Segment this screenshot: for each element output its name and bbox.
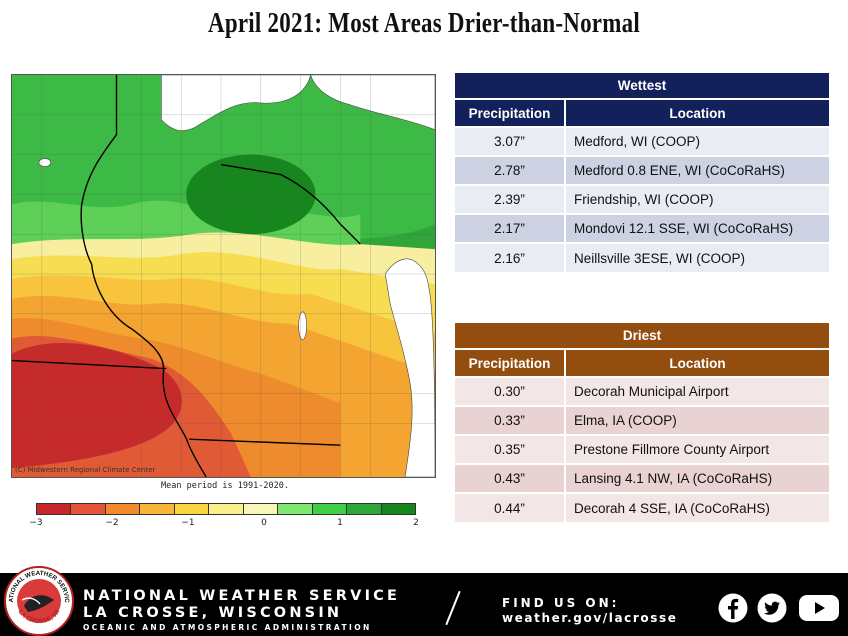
footer-bar <box>0 573 848 636</box>
precip-departure-map <box>11 74 436 478</box>
location-name: Neillsville 3ESE, WI (COOP) <box>565 242 829 272</box>
colorbar-tick-label: 2 <box>413 518 419 528</box>
youtube-icon[interactable] <box>798 593 840 623</box>
colorbar-swatch <box>347 504 382 514</box>
wettest-table: Wettest Precipitation Location 3.07” Med… <box>455 73 829 272</box>
location-name: Friendship, WI (COOP) <box>565 184 829 214</box>
table-row: 3.07” Medford, WI (COOP) <box>455 126 829 156</box>
precip-value: 2.39” <box>455 184 566 214</box>
map-credit: (C) Midwestern Regional Climate Center <box>15 466 156 474</box>
location-name: Mondovi 12.1 SSE, WI (CoCoRaHS) <box>565 213 829 243</box>
precip-value: 3.07” <box>455 126 566 156</box>
footer-parent-agency: OCEANIC AND ATMOSPHERIC ADMINISTRATION <box>83 623 372 632</box>
precip-value: 0.30” <box>455 376 566 406</box>
colorbar-swatch <box>243 504 279 514</box>
location-name: Medford 0.8 ENE, WI (CoCoRaHS) <box>565 155 829 185</box>
precip-value: 2.78” <box>455 155 566 185</box>
precip-value: 0.33” <box>455 405 566 435</box>
wettest-col-location: Location <box>565 99 829 127</box>
precip-value: 2.16” <box>455 242 566 272</box>
colorbar-labels: −3 −2 −1 0 1 2 <box>29 518 419 530</box>
colorbar-tick-label: −2 <box>105 518 119 528</box>
precip-value: 0.43” <box>455 463 566 493</box>
table-row: 0.33” Elma, IA (COOP) <box>455 405 829 435</box>
driest-col-location: Location <box>565 349 829 377</box>
precip-value: 2.17” <box>455 213 566 243</box>
location-name: Lansing 4.1 NW, IA (CoCoRaHS) <box>565 463 829 493</box>
precip-value: 0.44” <box>455 492 566 522</box>
table-row: 2.78” Medford 0.8 ENE, WI (CoCoRaHS) <box>455 155 829 185</box>
wettest-col-precip: Precipitation <box>455 99 566 127</box>
table-row: 0.35” Prestone Fillmore County Airport <box>455 434 829 464</box>
find-us-label: FIND US ON: <box>502 596 620 610</box>
website-link[interactable]: weather.gov/lacrosse <box>502 611 678 625</box>
page-title: April 2021: Most Areas Drier-than-Normal <box>208 8 640 39</box>
colorbar <box>36 503 416 515</box>
location-name: Elma, IA (COOP) <box>565 405 829 435</box>
footer-agency: NATIONAL WEATHER SERVICE <box>83 588 401 604</box>
table-row: 2.39” Friendship, WI (COOP) <box>455 184 829 214</box>
table-row: 0.30” Decorah Municipal Airport <box>455 376 829 406</box>
driest-table: Driest Precipitation Location 0.30” Deco… <box>455 323 829 522</box>
colorbar-swatch <box>278 504 313 514</box>
driest-caption: Driest <box>455 323 829 350</box>
driest-col-precip: Precipitation <box>455 349 566 377</box>
colorbar-tick-label: −3 <box>29 518 43 528</box>
location-name: Prestone Fillmore County Airport <box>565 434 829 464</box>
colorbar-tick-label: 0 <box>261 518 267 528</box>
wettest-caption: Wettest <box>455 73 829 100</box>
colorbar-swatch <box>312 504 348 514</box>
facebook-icon[interactable] <box>718 593 748 623</box>
colorbar-tick-label: −1 <box>181 518 195 528</box>
colorbar-swatch <box>37 504 72 514</box>
colorbar-swatch <box>381 504 415 514</box>
twitter-icon[interactable] <box>757 593 787 623</box>
location-name: Decorah 4 SSE, IA (CoCoRaHS) <box>565 492 829 522</box>
mean-period-note: Mean period is 1991-2020. <box>161 481 289 491</box>
nws-logo: NATIONAL WEATHER SERVICE LA CROSSE, WI <box>4 566 74 636</box>
location-name: Decorah Municipal Airport <box>565 376 829 406</box>
footer-office: LA CROSSE, WISCONSIN <box>83 605 343 621</box>
colorbar-swatch <box>174 504 210 514</box>
colorbar-swatch <box>209 504 244 514</box>
table-row: 2.17” Mondovi 12.1 SSE, WI (CoCoRaHS) <box>455 213 829 243</box>
colorbar-swatch <box>105 504 141 514</box>
table-row: 0.44” Decorah 4 SSE, IA (CoCoRaHS) <box>455 492 829 522</box>
table-row: 0.43” Lansing 4.1 NW, IA (CoCoRaHS) <box>455 463 829 493</box>
table-row: 2.16” Neillsville 3ESE, WI (COOP) <box>455 242 829 272</box>
map-svg <box>12 75 435 477</box>
colorbar-tick-label: 1 <box>337 518 343 528</box>
colorbar-swatch <box>140 504 175 514</box>
location-name: Medford, WI (COOP) <box>565 126 829 156</box>
colorbar-swatch <box>71 504 106 514</box>
precip-value: 0.35” <box>455 434 566 464</box>
